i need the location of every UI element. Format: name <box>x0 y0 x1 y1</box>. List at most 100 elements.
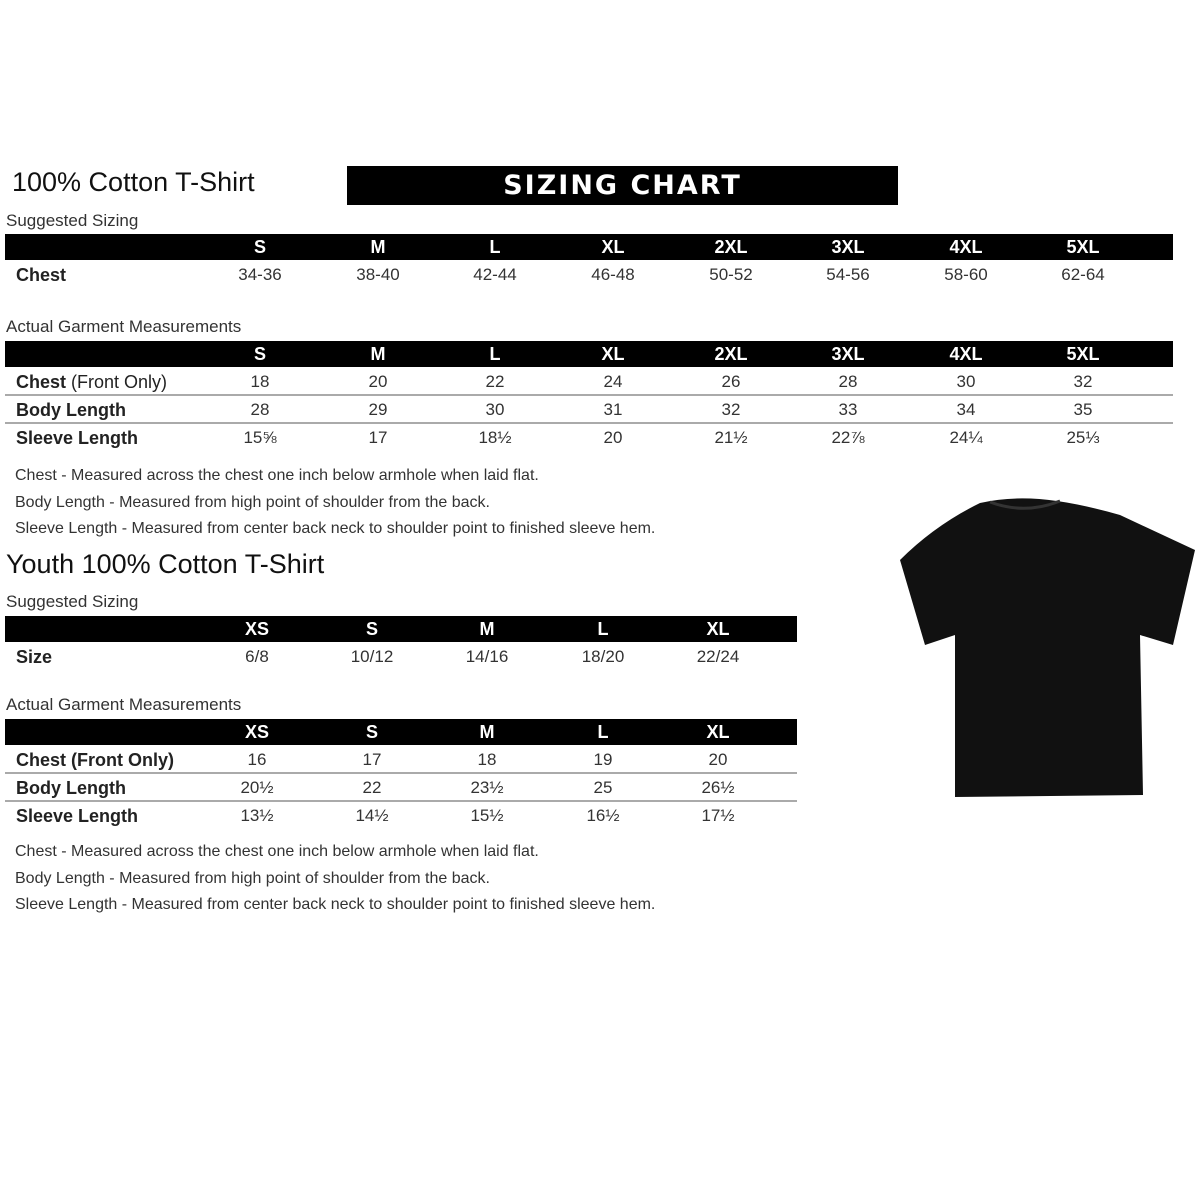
table-cell: 18 <box>477 750 497 769</box>
adult-title: 100% Cotton T-Shirt <box>12 167 255 197</box>
table-cell: 14½ <box>355 806 389 825</box>
note-line: Sleeve Length - Measured from center bac… <box>15 520 656 537</box>
table-cell: 35 <box>1073 400 1093 419</box>
table-cell: 30 <box>485 400 505 419</box>
size-header: 5XL <box>1066 344 1100 364</box>
size-header: 4XL <box>949 344 983 364</box>
youth-title: Youth 100% Cotton T-Shirt <box>6 549 325 579</box>
header-row: S M L XL 2XL 3XL 4XL 5XL <box>5 341 1173 367</box>
size-header: 5XL <box>1066 237 1100 257</box>
table-cell: 58-60 <box>944 265 988 284</box>
row-label: Body Length <box>16 774 126 802</box>
size-header: XL <box>706 619 730 639</box>
row-label-text: Sleeve Length <box>16 806 139 826</box>
adult-notes: Chest - Measured across the chest one in… <box>15 467 655 547</box>
table-cell: 31 <box>603 400 623 419</box>
table-cell: 18 <box>250 372 270 391</box>
table-cell: 15½ <box>470 806 504 825</box>
table-row: Chest (Front Only) 16 17 18 19 20 <box>5 746 797 774</box>
row-label: Sleeve Length <box>16 424 138 452</box>
adult-suggested-label: Suggested Sizing <box>6 211 139 230</box>
table-cell: 20½ <box>240 778 274 797</box>
row-label: Chest (Front Only) <box>16 746 174 774</box>
table-cell: 29 <box>368 400 388 419</box>
table-cell: 19 <box>593 750 613 769</box>
table-row: Size 6/8 10/12 14/16 18/20 22/24 <box>5 643 797 671</box>
youth-notes: Chest - Measured across the chest one in… <box>15 843 655 923</box>
table-cell: 20 <box>368 372 388 391</box>
youth-actual-table: XS S M L XL Chest (Front Only) 16 17 18 19 20 Body … <box>5 719 797 826</box>
table-cell: 34-36 <box>238 265 282 284</box>
header-row: S M L XL 2XL 3XL 4XL 5XL <box>5 234 1173 260</box>
table-cell: 17 <box>368 428 388 447</box>
size-header: XL <box>601 237 625 257</box>
table-row: Chest (Front Only) 18 20 22 24 26 28 30 32 <box>5 368 1173 396</box>
table-cell: 22 <box>485 372 505 391</box>
table-row: Body Length 28 29 30 31 32 33 34 35 <box>5 396 1173 424</box>
note-line: Sleeve Length - Measured from center bac… <box>15 896 656 913</box>
tshirt-image <box>900 498 1195 797</box>
size-header: 2XL <box>714 237 748 257</box>
size-header: XL <box>601 344 625 364</box>
size-header: M <box>370 237 386 257</box>
table-cell: 13½ <box>240 806 274 825</box>
table-cell: 28 <box>838 372 858 391</box>
row-label-suffix: (Front Only) <box>71 372 168 392</box>
table-cell: 32 <box>1073 372 1093 391</box>
table-row: Sleeve Length 13½ 14½ 15½ 16½ 17½ <box>5 802 797 830</box>
size-header: M <box>479 619 495 639</box>
adult-actual-label: Actual Garment Measurements <box>6 317 242 336</box>
size-header: L <box>597 619 609 639</box>
table-cell: 25⅓ <box>1066 428 1100 447</box>
adult-suggested-table: S M L XL 2XL 3XL 4XL 5XL Chest 34-36 38-40 42-44 46-… <box>5 234 1173 285</box>
note-line: Chest - Measured across the chest one in… <box>15 467 539 484</box>
row-label: Chest <box>16 261 66 289</box>
table-cell: 26½ <box>701 778 735 797</box>
size-header: L <box>489 344 501 364</box>
table-cell: 20 <box>708 750 728 769</box>
size-header: XS <box>244 619 270 639</box>
size-header: S <box>365 722 379 742</box>
table-cell: 28 <box>250 400 270 419</box>
table-cell: 32 <box>721 400 741 419</box>
table-cell: 34 <box>956 400 976 419</box>
row-label-text: Body Length <box>16 778 126 798</box>
row-label-text: Chest <box>16 372 67 392</box>
table-cell: 16 <box>247 750 267 769</box>
table-cell: 33 <box>838 400 858 419</box>
note-line: Body Length - Measured from high point o… <box>15 493 490 511</box>
table-cell: 16½ <box>586 806 620 825</box>
row-label-text: Chest (Front Only) <box>16 750 174 770</box>
row-label-text: Body Length <box>16 400 126 420</box>
size-header: L <box>489 237 501 257</box>
size-header: 4XL <box>949 237 983 257</box>
table-cell: 26 <box>721 372 741 391</box>
table-cell: 17 <box>362 750 382 769</box>
table-cell: 25 <box>593 778 613 797</box>
note-line: Chest - Measured across the chest one in… <box>15 843 539 860</box>
table-cell: 24¼ <box>949 428 983 447</box>
youth-suggested-label: Suggested Sizing <box>6 592 139 611</box>
table-cell: 50-52 <box>709 265 753 284</box>
size-header: 3XL <box>831 237 865 257</box>
size-header: S <box>253 237 267 257</box>
sizing-chart-banner: SIZING CHART <box>347 166 898 205</box>
header-row: XS S M L XL <box>5 719 797 745</box>
row-label-text: Chest <box>16 265 67 285</box>
table-cell: 18/20 <box>581 647 625 666</box>
table-cell: 17½ <box>701 806 735 825</box>
row-label: Chest (Front Only) <box>16 368 167 396</box>
size-header: XS <box>244 722 270 742</box>
table-cell: 14/16 <box>465 647 509 666</box>
table-cell: 6/8 <box>245 647 269 666</box>
table-cell: 42-44 <box>473 265 517 284</box>
table-row: Chest 34-36 38-40 42-44 46-48 50-52 54-56 58-60… <box>5 261 1173 289</box>
table-cell: 22 <box>362 778 382 797</box>
size-header: 2XL <box>714 344 748 364</box>
table-cell: 46-48 <box>591 265 635 284</box>
table-cell: 15⅝ <box>243 428 277 447</box>
row-label-text: Sleeve Length <box>16 428 139 448</box>
size-header: L <box>597 722 609 742</box>
table-cell: 24 <box>603 372 623 391</box>
youth-actual-label: Actual Garment Measurements <box>6 695 242 714</box>
